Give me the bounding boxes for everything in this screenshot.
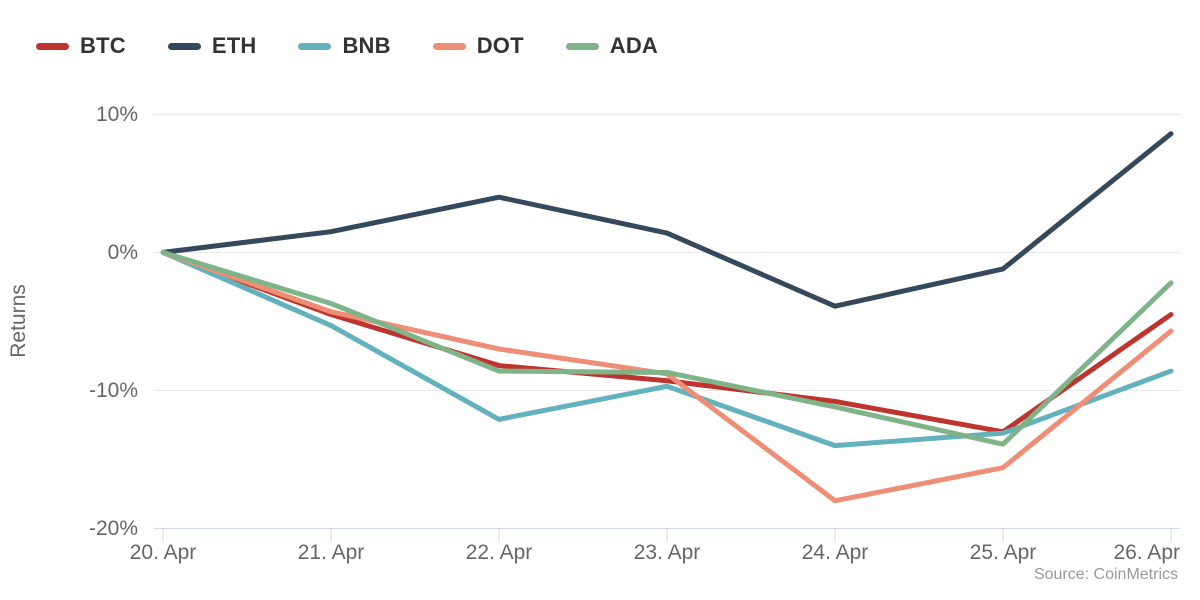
legend-label: ETH: [211, 33, 257, 58]
legend-item-btc[interactable]: BTC: [36, 33, 126, 59]
x-axis-tick-label: 24. Apr: [802, 541, 869, 564]
legend-item-bnb[interactable]: BNB: [298, 33, 391, 59]
legend-label: BTC: [80, 33, 126, 58]
legend-item-eth[interactable]: ETH: [167, 33, 257, 59]
legend: BTC ETH BNB DOT ADA: [36, 33, 658, 59]
legend-label: ADA: [609, 33, 659, 58]
series-line-bnb: [160, 249, 1174, 449]
y-axis-tick-label: 10%: [96, 103, 138, 126]
series-line-btc: [160, 249, 1174, 435]
y-axis-tick-label: -20%: [89, 517, 138, 540]
y-axis-tick-label: 0%: [108, 241, 138, 264]
legend-swatch-eth: [167, 42, 201, 50]
series-line-dot: [160, 249, 1174, 504]
legend-swatch-dot: [432, 42, 466, 50]
x-axis-tick-label: 20. Apr: [130, 541, 197, 564]
legend-label: DOT: [476, 33, 524, 58]
x-axis-tick-label: 21. Apr: [298, 541, 365, 564]
legend-label: BNB: [342, 33, 391, 58]
legend-item-dot[interactable]: DOT: [432, 33, 524, 59]
series-line-eth: [160, 131, 1174, 309]
y-axis-tick-label: -10%: [89, 379, 138, 402]
legend-item-ada[interactable]: ADA: [565, 33, 659, 59]
x-axis-tick-label: 22. Apr: [466, 541, 533, 564]
x-axis-tick-label: 26. Apr: [1113, 541, 1180, 564]
legend-swatch-bnb: [298, 42, 332, 50]
legend-swatch-ada: [565, 42, 599, 50]
x-axis-tick-label: 23. Apr: [634, 541, 701, 564]
source-credit: Source: CoinMetrics: [1033, 566, 1178, 583]
series-line-ada: [160, 249, 1174, 447]
x-axis-tick-label: 25. Apr: [970, 541, 1037, 564]
legend-swatch-btc: [36, 42, 69, 50]
